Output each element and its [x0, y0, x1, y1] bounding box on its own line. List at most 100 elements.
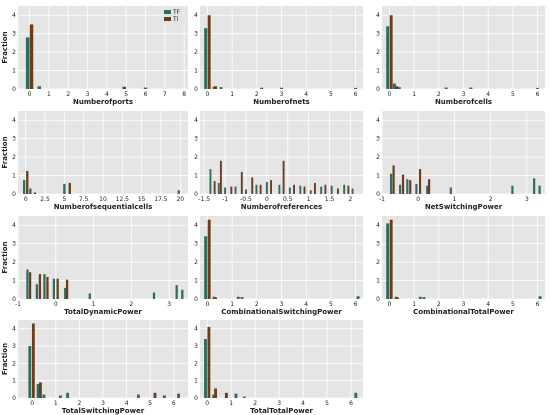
y-tick-label: 1: [194, 173, 198, 180]
y-tick-label: 3: [12, 31, 16, 38]
bar-ti: [293, 184, 295, 194]
bar-ti: [28, 272, 32, 299]
x-tick-label: 3: [462, 301, 466, 308]
y-tick-label: 4: [12, 117, 16, 124]
bar-tf: [143, 87, 148, 89]
x-tick-label: -1: [379, 196, 385, 203]
y-axis-label: Fraction: [1, 241, 9, 273]
x-tick-label: 0: [28, 91, 32, 98]
y-tick-label: 2: [12, 49, 16, 56]
bar-ti: [38, 274, 42, 299]
x-tick-label: 0: [24, 196, 28, 203]
plot-area: [200, 320, 363, 398]
bar-tf: [320, 186, 323, 194]
x-tick-label: 1: [230, 301, 234, 308]
bar-tf: [234, 393, 238, 398]
x-axis-label: Numberofports: [73, 98, 133, 106]
x-tick-label: 5: [511, 91, 515, 98]
bar-tf: [181, 289, 184, 299]
x-tick-label: 6: [172, 400, 176, 407]
bar-ti: [65, 279, 69, 299]
y-tick-label: 4: [376, 12, 380, 19]
bar-tf: [426, 185, 429, 194]
bar-tf: [538, 185, 541, 194]
x-tick-label: 0: [205, 301, 209, 308]
y-tick-label: 2: [12, 259, 16, 266]
bar-ti: [401, 174, 405, 194]
x-tick-label: 1: [92, 301, 96, 308]
y-tick-label: 2: [376, 154, 380, 161]
bar-tf: [415, 183, 418, 194]
x-axis-label: Numberofreferences: [241, 203, 322, 211]
x-tick-label: 17.5: [154, 196, 168, 203]
bar-ti: [122, 86, 126, 89]
bar-ti: [313, 182, 316, 194]
bar-tf: [354, 392, 358, 398]
bar-tf: [399, 184, 402, 194]
y-tick-label: 3: [194, 241, 198, 248]
bar-ti: [39, 382, 42, 398]
bar-ti: [230, 186, 233, 194]
y-axis-label: Fraction: [1, 343, 9, 375]
y-tick-label: 3: [376, 31, 380, 38]
bar-ti: [56, 278, 59, 299]
bar-tf: [356, 296, 360, 299]
bar-ti: [207, 219, 211, 299]
y-axis-label: Fraction: [1, 31, 9, 63]
y-tick-label: 2: [376, 49, 380, 56]
bar-tf: [330, 185, 333, 194]
x-tick-label: 1.5: [325, 196, 335, 203]
x-axis-label: CombinationalSwitchingPower: [221, 308, 342, 316]
x-tick-label: 7.5: [79, 196, 89, 203]
y-tick-label: 0: [376, 191, 380, 198]
x-tick-label: 20: [176, 196, 184, 203]
bar-ti: [428, 179, 431, 194]
x-axis-label: CombinationalTotalPower: [413, 308, 514, 316]
bar-tf: [35, 284, 39, 299]
bar-ti: [153, 392, 157, 398]
bar-ti: [213, 181, 216, 194]
bar-tf: [418, 296, 422, 299]
y-tick-label: 3: [12, 136, 16, 143]
x-tick-label: 0: [416, 196, 420, 203]
y-tick-label: 0: [194, 395, 198, 402]
bar-ti: [29, 24, 34, 90]
bar-tf: [265, 182, 268, 194]
x-tick-label: 12.5: [116, 196, 130, 203]
bar-tf: [351, 188, 354, 194]
bar-tf: [309, 190, 312, 194]
x-tick-label: 2: [255, 91, 259, 98]
x-tick-label: -1: [222, 196, 228, 203]
bar-ti: [240, 171, 243, 194]
x-tick-label: 2: [253, 400, 257, 407]
bar-tf: [177, 190, 180, 194]
legend-label-ti: TI: [172, 16, 179, 23]
x-tick-label: 1: [54, 400, 58, 407]
bar-ti: [282, 160, 285, 194]
chart-panel-4: 0 1 2 3 4 0 2.5 5 7.5 10 12.5 15 17.5 20 Numberofseque…: [1, 111, 188, 211]
y-tick-label: 3: [194, 343, 198, 350]
bar-tf: [538, 296, 542, 299]
x-tick-label: 3: [462, 91, 466, 98]
bar-ti: [31, 323, 35, 398]
x-tick-label: 4: [125, 400, 129, 407]
bar-tf: [354, 87, 358, 89]
x-tick-label: 6: [354, 301, 358, 308]
x-tick-label: 7: [163, 91, 167, 98]
bar-ti: [33, 192, 37, 194]
x-tick-label: 2: [255, 301, 259, 308]
bar-tf: [177, 393, 180, 398]
x-tick-label: 4: [301, 400, 305, 407]
bar-ti: [324, 184, 327, 194]
y-tick-label: 4: [194, 12, 198, 19]
bar-ti: [68, 182, 71, 194]
bar-tf: [37, 86, 41, 89]
x-tick-label: 3: [280, 301, 284, 308]
x-tick-label: 1: [47, 91, 51, 98]
bar-tf: [392, 83, 396, 89]
bar-ti: [214, 297, 218, 299]
